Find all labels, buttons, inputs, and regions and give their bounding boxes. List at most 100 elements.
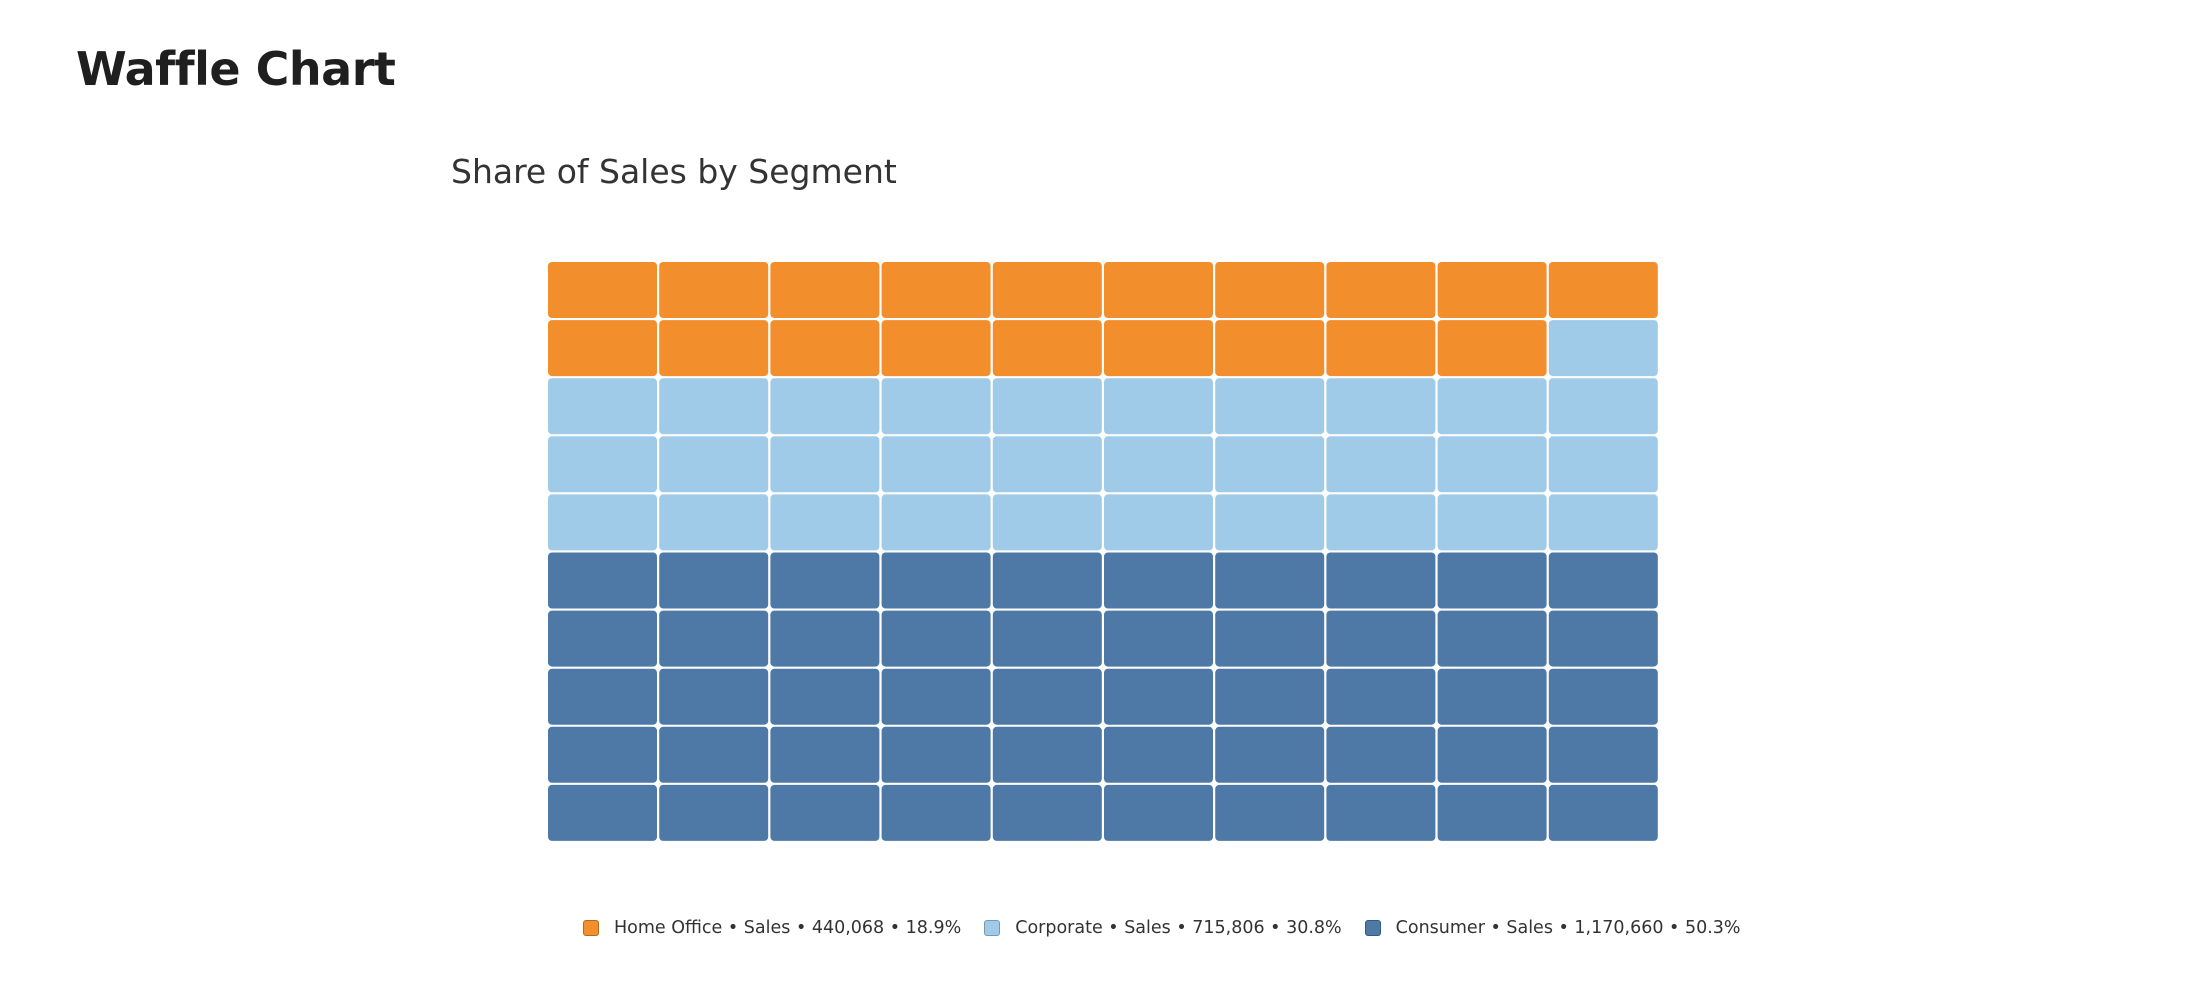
- waffle-cell-home-office[interactable]: [659, 262, 769, 318]
- waffle-cell-consumer[interactable]: [1326, 610, 1436, 667]
- waffle-cell-consumer[interactable]: [1215, 668, 1325, 725]
- waffle-cell-corporate[interactable]: [992, 378, 1102, 435]
- waffle-cell-consumer[interactable]: [548, 610, 657, 667]
- waffle-cell-corporate[interactable]: [1326, 436, 1436, 493]
- waffle-cell-consumer[interactable]: [1548, 784, 1658, 841]
- waffle-cell-consumer[interactable]: [1104, 552, 1213, 609]
- waffle-cell-consumer[interactable]: [881, 668, 991, 725]
- waffle-cell-home-office[interactable]: [881, 320, 991, 377]
- waffle-cell-home-office[interactable]: [1215, 262, 1325, 318]
- waffle-cell-corporate[interactable]: [1437, 494, 1547, 551]
- waffle-cell-consumer[interactable]: [992, 610, 1102, 667]
- waffle-cell-corporate[interactable]: [992, 494, 1102, 551]
- waffle-cell-home-office[interactable]: [1326, 262, 1436, 318]
- waffle-cell-corporate[interactable]: [659, 378, 769, 435]
- waffle-cell-home-office[interactable]: [992, 262, 1102, 318]
- waffle-cell-home-office[interactable]: [1326, 320, 1436, 377]
- waffle-cell-consumer[interactable]: [1104, 610, 1213, 667]
- waffle-cell-home-office[interactable]: [770, 262, 880, 318]
- waffle-cell-corporate[interactable]: [770, 436, 880, 493]
- legend-item-consumer[interactable]: Consumer • Sales • 1,170,660 • 50.3%: [1364, 918, 1741, 938]
- waffle-cell-corporate[interactable]: [1215, 494, 1325, 551]
- waffle-cell-corporate[interactable]: [1548, 320, 1658, 377]
- waffle-cell-consumer[interactable]: [1215, 784, 1325, 841]
- waffle-cell-home-office[interactable]: [992, 320, 1102, 377]
- waffle-cell-consumer[interactable]: [1437, 668, 1547, 725]
- waffle-cell-home-office[interactable]: [770, 320, 880, 377]
- waffle-cell-corporate[interactable]: [1326, 494, 1436, 551]
- waffle-cell-home-office[interactable]: [1215, 320, 1325, 377]
- waffle-cell-home-office[interactable]: [1548, 262, 1658, 318]
- waffle-cell-corporate[interactable]: [1548, 436, 1658, 493]
- waffle-cell-consumer[interactable]: [548, 668, 657, 725]
- waffle-cell-consumer[interactable]: [548, 726, 657, 783]
- waffle-cell-home-office[interactable]: [1104, 262, 1213, 318]
- waffle-cell-consumer[interactable]: [992, 784, 1102, 841]
- waffle-cell-consumer[interactable]: [770, 668, 880, 725]
- waffle-cell-corporate[interactable]: [1326, 378, 1436, 435]
- waffle-cell-consumer[interactable]: [770, 552, 880, 609]
- waffle-cell-consumer[interactable]: [881, 610, 991, 667]
- waffle-cell-corporate[interactable]: [992, 436, 1102, 493]
- waffle-cell-consumer[interactable]: [659, 726, 769, 783]
- legend-item-corporate[interactable]: Corporate • Sales • 715,806 • 30.8%: [984, 918, 1342, 938]
- waffle-cell-consumer[interactable]: [659, 668, 769, 725]
- waffle-cell-consumer[interactable]: [770, 784, 880, 841]
- waffle-cell-corporate[interactable]: [881, 494, 991, 551]
- waffle-cell-consumer[interactable]: [1104, 784, 1213, 841]
- waffle-cell-consumer[interactable]: [1326, 726, 1436, 783]
- waffle-cell-home-office[interactable]: [1104, 320, 1213, 377]
- waffle-cell-consumer[interactable]: [659, 610, 769, 667]
- waffle-cell-home-office[interactable]: [548, 320, 657, 377]
- waffle-cell-corporate[interactable]: [659, 436, 769, 493]
- waffle-cell-corporate[interactable]: [1437, 378, 1547, 435]
- waffle-cell-consumer[interactable]: [1548, 668, 1658, 725]
- waffle-cell-corporate[interactable]: [1548, 378, 1658, 435]
- waffle-cell-consumer[interactable]: [992, 668, 1102, 725]
- waffle-cell-corporate[interactable]: [1104, 436, 1213, 493]
- waffle-cell-consumer[interactable]: [770, 610, 880, 667]
- waffle-cell-home-office[interactable]: [1437, 262, 1547, 318]
- waffle-cell-corporate[interactable]: [1548, 494, 1658, 551]
- waffle-cell-corporate[interactable]: [770, 378, 880, 435]
- waffle-cell-consumer[interactable]: [1437, 784, 1547, 841]
- waffle-cell-consumer[interactable]: [881, 726, 991, 783]
- waffle-cell-home-office[interactable]: [1437, 320, 1547, 377]
- waffle-cell-consumer[interactable]: [1437, 552, 1547, 609]
- waffle-cell-corporate[interactable]: [548, 378, 657, 435]
- waffle-cell-corporate[interactable]: [548, 494, 657, 551]
- waffle-cell-consumer[interactable]: [1215, 610, 1325, 667]
- waffle-cell-consumer[interactable]: [1326, 784, 1436, 841]
- waffle-cell-corporate[interactable]: [770, 494, 880, 551]
- waffle-cell-consumer[interactable]: [1548, 552, 1658, 609]
- waffle-cell-corporate[interactable]: [881, 436, 991, 493]
- waffle-cell-consumer[interactable]: [881, 552, 991, 609]
- waffle-cell-consumer[interactable]: [659, 552, 769, 609]
- waffle-cell-consumer[interactable]: [992, 726, 1102, 783]
- waffle-cell-consumer[interactable]: [1215, 552, 1325, 609]
- waffle-cell-consumer[interactable]: [548, 784, 657, 841]
- waffle-cell-corporate[interactable]: [548, 436, 657, 493]
- waffle-cell-home-office[interactable]: [548, 262, 657, 318]
- waffle-cell-consumer[interactable]: [548, 552, 657, 609]
- waffle-cell-corporate[interactable]: [1215, 436, 1325, 493]
- waffle-cell-corporate[interactable]: [659, 494, 769, 551]
- waffle-cell-consumer[interactable]: [1104, 668, 1213, 725]
- waffle-cell-consumer[interactable]: [881, 784, 991, 841]
- waffle-cell-consumer[interactable]: [659, 784, 769, 841]
- legend-item-home-office[interactable]: Home Office • Sales • 440,068 • 18.9%: [583, 918, 961, 938]
- waffle-cell-consumer[interactable]: [1548, 610, 1658, 667]
- waffle-cell-corporate[interactable]: [1104, 494, 1213, 551]
- waffle-cell-consumer[interactable]: [1548, 726, 1658, 783]
- waffle-cell-corporate[interactable]: [881, 378, 991, 435]
- waffle-cell-consumer[interactable]: [1326, 552, 1436, 609]
- waffle-cell-corporate[interactable]: [1104, 378, 1213, 435]
- waffle-cell-consumer[interactable]: [770, 726, 880, 783]
- waffle-cell-consumer[interactable]: [1437, 610, 1547, 667]
- waffle-cell-home-office[interactable]: [659, 320, 769, 377]
- waffle-cell-corporate[interactable]: [1215, 378, 1325, 435]
- waffle-cell-corporate[interactable]: [1437, 436, 1547, 493]
- waffle-cell-consumer[interactable]: [1215, 726, 1325, 783]
- waffle-cell-home-office[interactable]: [881, 262, 991, 318]
- waffle-cell-consumer[interactable]: [1104, 726, 1213, 783]
